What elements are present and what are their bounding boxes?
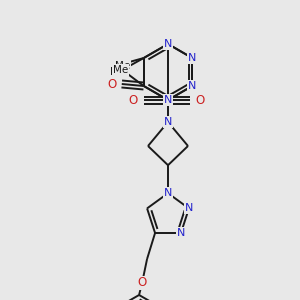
Text: N: N — [164, 95, 172, 105]
Text: N: N — [185, 203, 193, 213]
Text: O: O — [107, 77, 116, 91]
Text: N: N — [188, 53, 196, 63]
Text: Me: Me — [110, 67, 125, 77]
Text: N: N — [164, 117, 172, 127]
Text: O: O — [137, 277, 147, 290]
Text: N: N — [164, 188, 172, 198]
Text: O: O — [128, 94, 138, 106]
Text: N: N — [177, 228, 185, 238]
Text: N: N — [188, 81, 196, 91]
Text: O: O — [195, 94, 205, 106]
Text: Me: Me — [113, 65, 128, 75]
Text: Me: Me — [115, 61, 130, 71]
Text: N: N — [164, 188, 172, 198]
Text: N: N — [164, 39, 172, 49]
